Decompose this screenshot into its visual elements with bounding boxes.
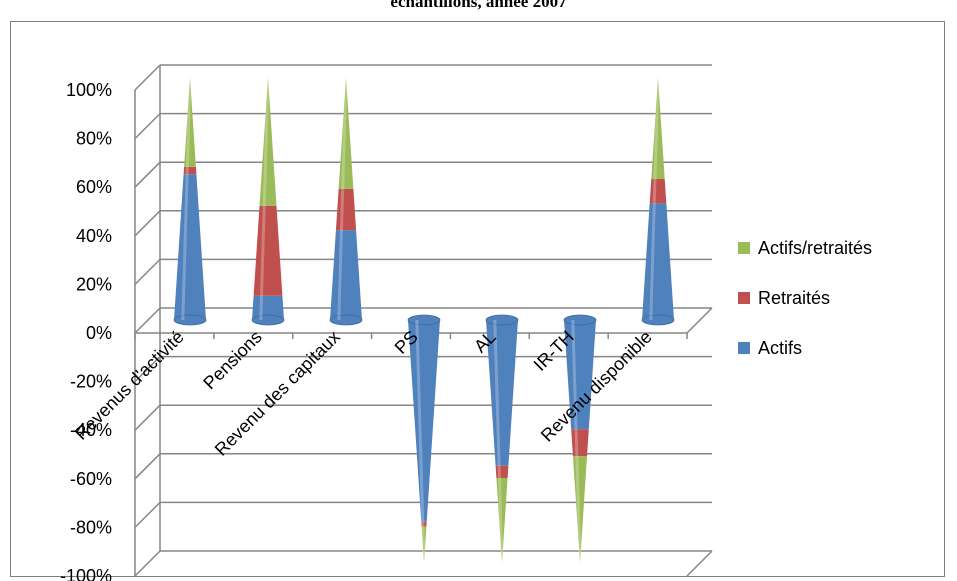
floor-edge: [686, 307, 713, 334]
cone-base: [641, 314, 675, 326]
cone-base: [407, 314, 441, 326]
cone-highlight: [259, 76, 270, 321]
gridline-side: [134, 501, 161, 528]
cone-segment-actifs: [174, 174, 206, 320]
y-tick-label: 40%: [76, 226, 112, 246]
cone-base: [251, 314, 285, 326]
legend-swatch-retraites: [738, 292, 750, 304]
floor-edge: [686, 550, 713, 577]
cone-segment-retrait-s: [421, 521, 427, 527]
legend-label-retraites: Retraités: [758, 287, 831, 308]
cone-segment-actifs: [408, 320, 440, 522]
cone-segment-actifs: [642, 203, 674, 320]
chart-frame: [10, 21, 945, 577]
legend-item-actifs: Actifs: [738, 336, 872, 360]
gridline-side: [134, 161, 161, 188]
gridline-side: [134, 356, 161, 383]
cone-segment-actifs-retrait-s: [496, 477, 508, 563]
cone-segment-actifs: [252, 295, 284, 320]
gridline-side: [134, 453, 161, 480]
cone-highlight: [181, 76, 192, 321]
y-tick-label: -20%: [70, 372, 112, 392]
cone-segment-retrait-s: [571, 429, 589, 457]
gridline-side: [134, 258, 161, 285]
cone-highlight: [337, 76, 348, 321]
y-tick-label: -40%: [70, 420, 112, 440]
cone-segment-retrait-s: [183, 166, 197, 175]
cone-segment-actifs-retrait-s: [184, 77, 196, 167]
cone-segment-actifs: [330, 230, 362, 320]
cone-highlight: [571, 319, 582, 564]
gridline-side: [134, 210, 161, 237]
cone-base: [173, 314, 207, 326]
y-tick-label: 80%: [76, 129, 112, 149]
y-tick-label: 60%: [76, 177, 112, 197]
legend-label-actifs: Actifs: [758, 337, 803, 358]
y-tick-label: 0%: [86, 323, 112, 343]
y-tick-label: 20%: [76, 274, 112, 294]
gridline-side: [134, 404, 161, 431]
y-tick-label: -100%: [60, 566, 112, 581]
y-tick-label: 100%: [66, 80, 112, 100]
legend-swatch-actifs-retraites: [738, 242, 750, 254]
cone-base: [485, 314, 519, 326]
cone-highlight: [493, 319, 504, 564]
chart-title: échantillons, année 2007: [390, 0, 567, 11]
cone-segment-actifs: [486, 320, 518, 466]
cone-highlight: [649, 76, 660, 321]
legend-item-retraites: Retraités: [738, 286, 872, 310]
cone-segment-retrait-s: [495, 465, 509, 478]
cone-segment-actifs-retrait-s: [338, 77, 354, 189]
legend-swatch-actifs: [738, 342, 750, 354]
cone-segment-retrait-s: [649, 179, 667, 204]
category-label: Pensions: [199, 327, 266, 394]
cone-segment-actifs-retrait-s: [421, 526, 427, 563]
cone-segment-actifs-retrait-s: [259, 77, 277, 206]
legend: Actifs/retraités Retraités Actifs: [738, 236, 872, 386]
legend-item-actifs-retraites: Actifs/retraités: [738, 236, 872, 260]
gridline-side: [134, 550, 161, 577]
gridline-side: [134, 307, 161, 334]
gridline-side: [134, 64, 161, 91]
gridline-side: [134, 113, 161, 140]
legend-label-actifs-retraites: Actifs/retraités: [758, 237, 873, 258]
y-tick-label: -60%: [70, 469, 112, 489]
cone-base: [563, 314, 597, 326]
y-tick-label: -80%: [70, 517, 112, 537]
cone-segment-actifs-retrait-s: [572, 456, 588, 563]
cone-segment-retrait-s: [253, 205, 283, 296]
cone-segment-actifs: [564, 320, 596, 430]
cone-base: [329, 314, 363, 326]
cone-segment-retrait-s: [335, 188, 357, 231]
cone-highlight: [415, 319, 426, 564]
cone-segment-actifs-retrait-s: [651, 77, 665, 180]
